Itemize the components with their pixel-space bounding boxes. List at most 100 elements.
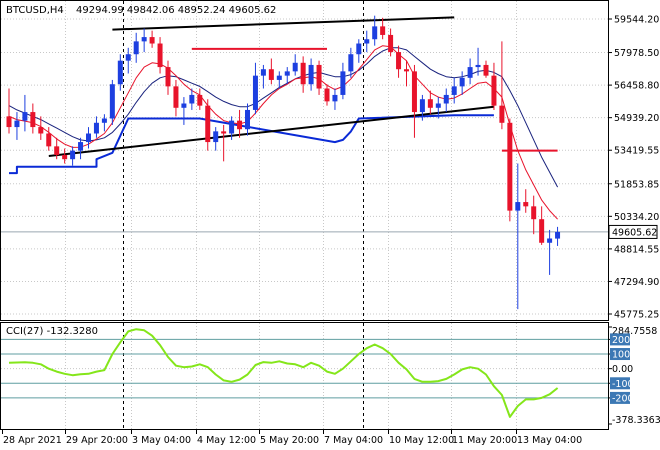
candle — [388, 28, 394, 57]
candle — [475, 47, 481, 76]
candle — [531, 195, 537, 235]
candle-body — [117, 60, 123, 85]
candle-body — [189, 94, 195, 104]
cci-level-badge — [610, 333, 630, 346]
candle — [237, 109, 243, 138]
candle — [205, 99, 211, 151]
cci-tick-label: -378.3363 — [612, 415, 660, 426]
cci-tick-label: 200 — [612, 335, 630, 346]
candle — [324, 84, 330, 106]
support-trendline — [48, 105, 495, 157]
candle — [54, 137, 60, 160]
candle — [268, 58, 274, 85]
candle — [197, 88, 203, 110]
candle-body — [372, 26, 378, 40]
candle-body — [101, 118, 107, 123]
candle-body — [300, 62, 306, 85]
candle — [30, 103, 36, 134]
stop-level-line — [9, 114, 494, 175]
cci-tick-label: -100 — [612, 379, 634, 390]
price-tick-label: 45775.25 — [614, 310, 659, 321]
cci-level-badge — [610, 348, 630, 361]
price-tick-label: 54939.20 — [614, 113, 659, 124]
candle — [539, 206, 545, 245]
candle-body — [213, 131, 219, 143]
cci-tick-label: 284.7558 — [612, 326, 657, 337]
time-tick-label: 5 May 20:00 — [260, 435, 319, 446]
candle — [507, 118, 513, 222]
time-tick-label: 13 May 04:00 — [517, 435, 582, 446]
candle-body — [78, 142, 84, 151]
candle — [316, 60, 322, 95]
candle — [547, 229, 553, 275]
candle-body — [14, 120, 20, 128]
resistance-trendline — [112, 16, 455, 31]
candle — [93, 116, 99, 138]
candle-body — [396, 52, 402, 70]
time-tick-label: 11 May 20:00 — [452, 435, 517, 446]
candle-body — [443, 94, 449, 104]
candle-body — [86, 133, 91, 143]
candle-body — [22, 112, 28, 121]
cci-tick-label: -200 — [612, 393, 634, 404]
candle-body — [507, 122, 513, 211]
candle-body — [531, 206, 537, 220]
price-tick-label: 50334.20 — [614, 212, 659, 223]
candle — [284, 67, 290, 85]
candle — [451, 77, 457, 104]
candle-body — [364, 39, 370, 44]
candle-body — [292, 62, 298, 72]
candle — [14, 112, 20, 140]
candle — [189, 88, 195, 110]
candle-body — [62, 154, 68, 160]
candle-body — [316, 64, 322, 89]
candle — [173, 79, 179, 117]
candle-body — [547, 238, 553, 243]
candle-body — [38, 127, 44, 134]
candle-body — [268, 69, 274, 80]
candle-body — [555, 231, 561, 239]
price-tick-label: 48814.55 — [614, 244, 659, 255]
main-grid — [1, 1, 608, 320]
candle — [6, 88, 12, 134]
candle — [22, 94, 28, 132]
candle — [499, 41, 505, 130]
candle-body — [276, 75, 282, 80]
candle-body — [237, 120, 243, 130]
main-pane-frame — [0, 0, 609, 321]
ohlc-readout: 49294.99 49842.06 48952.24 49605.62 — [76, 5, 276, 16]
cci-level-badge — [610, 377, 630, 390]
cci-tick-label: 0.00 — [612, 364, 633, 375]
candle — [491, 62, 497, 110]
candle-body — [229, 120, 235, 134]
fast-moving-average-line — [8, 45, 558, 220]
candle-body — [260, 69, 266, 76]
candle-body — [284, 71, 290, 76]
candle — [86, 127, 91, 149]
candle — [435, 97, 441, 119]
candle-body — [340, 71, 346, 95]
price-tick-label: 47294.90 — [614, 277, 659, 288]
candle-body — [459, 77, 465, 87]
candle — [276, 71, 282, 89]
candle-body — [451, 86, 457, 95]
candle — [125, 47, 131, 74]
candle — [181, 97, 187, 125]
cci-plot-area — [8, 328, 559, 418]
candle — [523, 189, 529, 213]
time-axis: 28 Apr 2021 29 Apr 20:00 3 May 04:00 4 May … — [2, 430, 582, 446]
cci-level-badge — [610, 391, 630, 404]
candle — [372, 15, 378, 46]
cci-line — [8, 328, 559, 418]
candle-body — [491, 75, 497, 106]
candle — [300, 56, 306, 93]
candle-body — [46, 133, 52, 147]
candle-body — [467, 67, 473, 78]
candle — [467, 58, 473, 85]
candle — [109, 79, 115, 125]
candle-body — [539, 219, 545, 243]
candle-body — [149, 37, 155, 44]
candle — [364, 30, 370, 53]
main-plot-area — [1, 15, 608, 310]
